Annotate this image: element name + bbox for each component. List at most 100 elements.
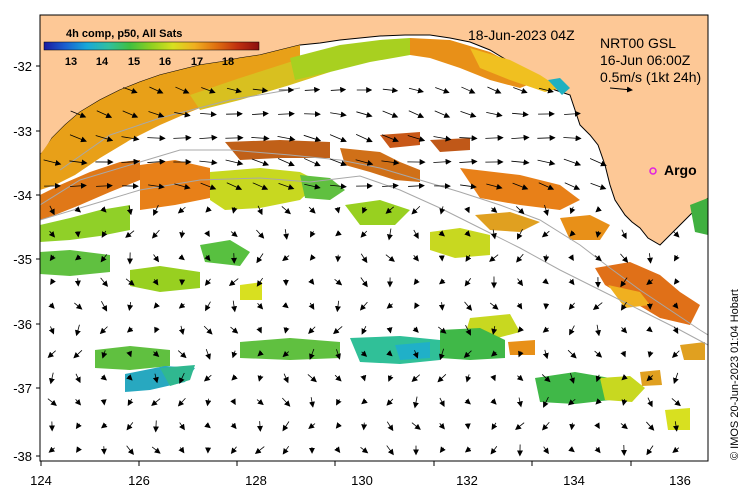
current-vector [412,396,419,409]
current-vector [647,253,653,264]
current-vector [69,159,88,166]
current-vector [516,228,523,240]
current-vector [308,326,316,334]
current-vector [412,350,419,359]
current-vector [75,422,82,430]
current-vector [542,326,550,333]
current-vector [411,374,421,382]
current-vector [490,398,497,405]
current-vector [595,231,602,238]
current-vector [70,182,87,189]
current-vector [568,446,575,453]
current-vector [673,372,679,385]
current-vector [231,374,238,381]
current-vector [100,254,108,263]
current-vector [309,397,315,408]
current-vector [230,398,236,406]
current-vector [361,422,368,431]
current-vector [438,302,445,311]
current-vector [517,278,524,287]
current-vector [465,324,471,336]
current-vector [464,398,471,405]
current-vector [330,86,347,93]
current-vector [76,446,82,453]
current-vector [336,398,342,406]
current-vector [308,302,315,310]
current-vector [541,230,550,238]
current-vector [646,445,654,456]
current-vector [362,206,368,214]
current-vector [542,421,550,431]
legend-tick: 15 [128,56,140,68]
current-vector [149,86,164,94]
current-vector [178,254,185,261]
current-vector [439,206,446,215]
current-vector [199,134,218,141]
current-vector [515,422,525,430]
x-tick-label: 124 [30,473,52,488]
current-vector [256,253,264,264]
current-vector [620,326,628,334]
current-vector [594,254,602,262]
x-tick-label: 130 [351,473,373,488]
current-vector [101,301,108,312]
current-vector [100,206,107,213]
current-vector [620,277,628,288]
current-vector [646,421,655,431]
current-vector [460,183,477,190]
current-vector [309,254,316,261]
current-vector [282,445,290,455]
current-vector [518,350,524,358]
current-vector [49,254,56,262]
current-vector [673,278,680,285]
current-vector [231,350,238,359]
current-vector [594,422,600,430]
current-vector [74,278,81,287]
current-vector [516,374,524,381]
current-vector [203,374,212,382]
current-vector [464,230,471,237]
current-vector [226,87,242,94]
current-vector [205,301,211,312]
current-vector [200,111,217,118]
legend-tick: 16 [159,56,171,68]
current-vector [231,300,238,313]
current-vector [595,374,602,383]
current-vector [463,350,472,358]
current-vector [360,277,368,288]
current-vector [204,254,211,262]
current-vector [515,206,525,215]
current-vector [386,421,394,432]
current-vector [334,374,342,382]
current-vector [672,302,679,309]
current-vector [329,158,347,167]
current-vector [282,350,290,358]
current-vector [569,230,576,237]
current-vector [414,302,420,309]
sst-legend: 4h comp, p50, All Sats 13 14 15 16 17 18 [43,28,260,68]
current-vector [538,87,554,94]
current-vector [251,158,270,167]
current-vector [257,375,264,382]
current-vector [592,302,603,311]
current-vector [178,302,186,309]
y-tick-label: -35 [13,252,32,267]
current-vector [620,253,629,263]
current-vector [256,326,262,334]
x-tick-label: 136 [669,473,691,488]
current-vector [516,253,524,263]
current-vector [465,374,472,383]
current-vector [433,158,452,165]
current-info-scale: 0.5m/s (1kt 24h) [600,69,701,85]
current-vector [69,134,87,143]
current-vector [465,254,472,262]
current-vector [252,110,269,117]
current-vector [511,159,530,166]
current-vector [283,327,290,334]
current-vector [122,110,139,118]
current-vector [489,254,499,262]
argo-label: Argo [664,162,697,178]
current-vector [671,350,680,358]
current-vector [200,182,217,190]
current-vector [516,302,523,310]
